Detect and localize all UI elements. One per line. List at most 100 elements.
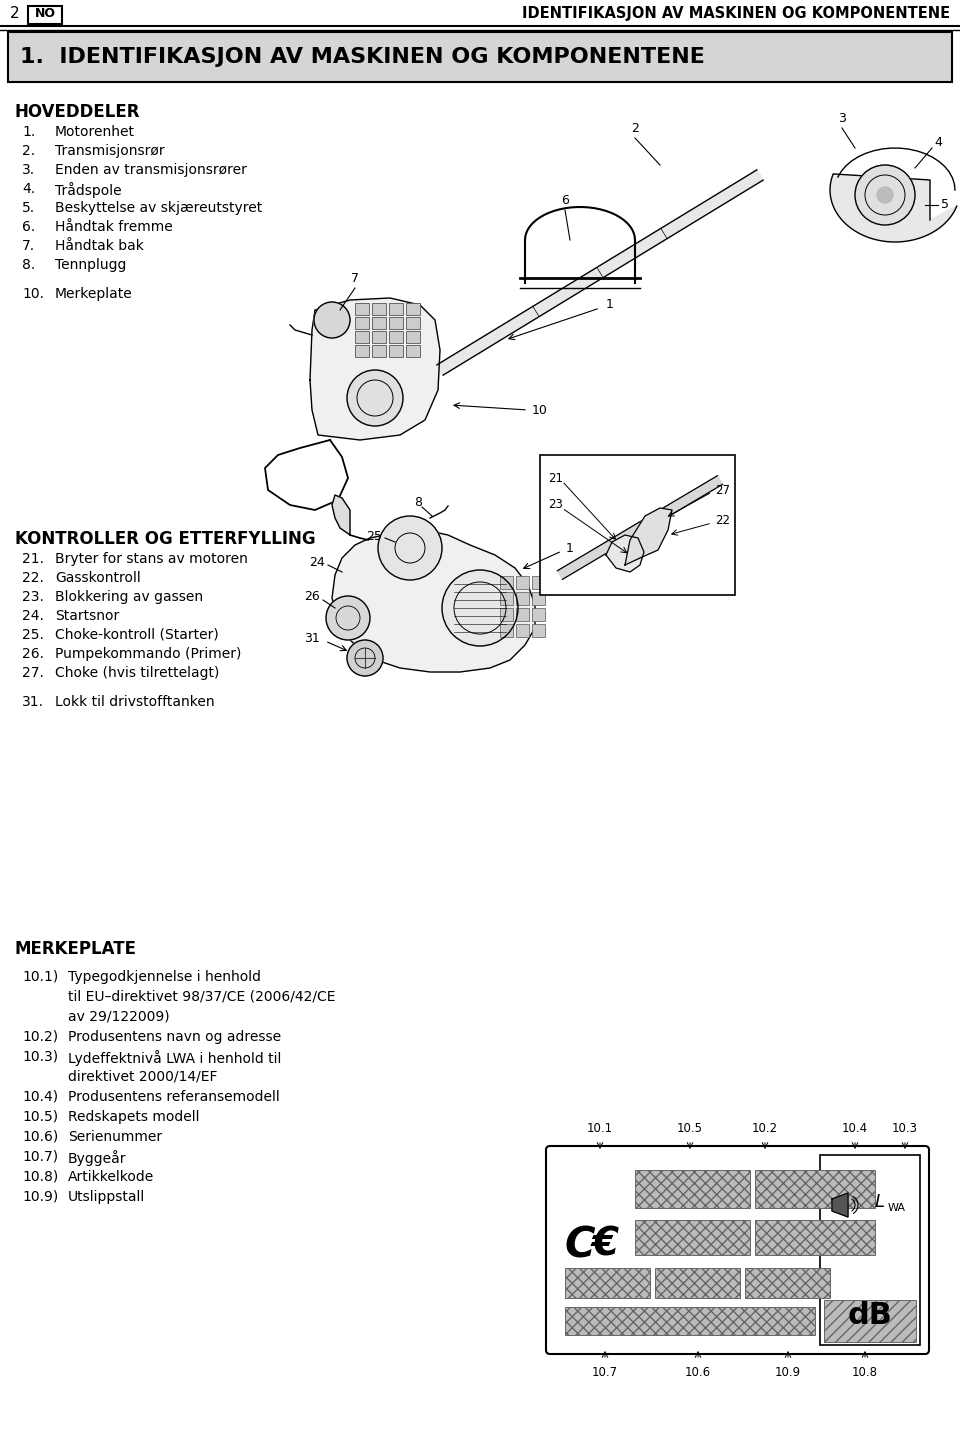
Text: 1: 1 — [566, 541, 574, 554]
Bar — [755, 1220, 875, 1256]
Text: 27.: 27. — [22, 665, 44, 680]
Text: Gasskontroll: Gasskontroll — [55, 572, 141, 585]
Text: Bryter for stans av motoren: Bryter for stans av motoren — [55, 552, 248, 566]
Text: Håndtak fremme: Håndtak fremme — [55, 220, 173, 233]
Text: Enden av transmisjonsrører: Enden av transmisjonsrører — [55, 163, 247, 177]
Text: 26.: 26. — [22, 647, 44, 661]
Text: Typegodkjennelse i henhold: Typegodkjennelse i henhold — [68, 971, 261, 984]
Bar — [500, 576, 513, 589]
Text: 3.: 3. — [22, 163, 36, 177]
FancyBboxPatch shape — [546, 1146, 929, 1354]
Bar — [824, 1300, 916, 1342]
Bar — [755, 1169, 875, 1208]
Text: 5.: 5. — [22, 202, 36, 215]
Text: HOVEDDELER: HOVEDDELER — [15, 104, 140, 121]
Text: Lydeffektnivå LWA i henhold til: Lydeffektnivå LWA i henhold til — [68, 1050, 281, 1066]
Text: L: L — [875, 1192, 885, 1211]
Bar — [372, 346, 386, 357]
Text: 10.2): 10.2) — [22, 1030, 59, 1044]
Text: 5: 5 — [941, 199, 949, 212]
Text: 2.: 2. — [22, 144, 36, 158]
Polygon shape — [832, 1192, 848, 1217]
Bar — [355, 346, 369, 357]
Polygon shape — [437, 170, 763, 376]
Bar — [355, 317, 369, 328]
Bar — [389, 346, 403, 357]
Text: 6.: 6. — [22, 220, 36, 233]
Text: 3: 3 — [838, 111, 846, 124]
Bar — [389, 302, 403, 315]
Text: direktivet 2000/14/EF: direktivet 2000/14/EF — [68, 1070, 218, 1084]
Text: til EU–direktivet 98/37/CE (2006/42/CE: til EU–direktivet 98/37/CE (2006/42/CE — [68, 991, 335, 1004]
Text: 10.9: 10.9 — [775, 1365, 801, 1378]
Text: 23.: 23. — [22, 590, 44, 603]
Text: 10: 10 — [532, 403, 548, 416]
Circle shape — [347, 639, 383, 675]
Bar — [406, 317, 420, 328]
Text: 2: 2 — [631, 121, 639, 134]
Text: av 29/122009): av 29/122009) — [68, 1009, 170, 1024]
Text: dB: dB — [848, 1300, 893, 1329]
Text: 10.1: 10.1 — [587, 1122, 613, 1135]
Bar — [500, 592, 513, 605]
Text: WA: WA — [888, 1202, 906, 1212]
Circle shape — [378, 516, 442, 580]
Polygon shape — [310, 298, 440, 441]
Text: 10.7): 10.7) — [22, 1151, 59, 1164]
Text: 7.: 7. — [22, 239, 36, 253]
Text: 8: 8 — [414, 497, 422, 510]
Text: 10.8): 10.8) — [22, 1169, 59, 1184]
Text: Tennplugg: Tennplugg — [55, 258, 127, 272]
Polygon shape — [625, 508, 672, 564]
Text: Lokk til drivstofftanken: Lokk til drivstofftanken — [55, 696, 215, 708]
Bar — [532, 608, 545, 621]
Bar — [406, 346, 420, 357]
Bar — [820, 1155, 920, 1345]
Text: 22.: 22. — [22, 572, 44, 585]
Circle shape — [877, 187, 893, 203]
Text: Choke (hvis tilrettelagt): Choke (hvis tilrettelagt) — [55, 665, 220, 680]
Bar — [389, 317, 403, 328]
Bar — [516, 592, 529, 605]
Text: Merkeplate: Merkeplate — [55, 287, 132, 301]
Bar — [406, 331, 420, 343]
Text: 25: 25 — [366, 530, 382, 543]
Text: Håndtak bak: Håndtak bak — [55, 239, 144, 253]
Text: 1: 1 — [606, 298, 614, 311]
Text: Motorenhet: Motorenhet — [55, 125, 135, 140]
Text: Produsentens referansemodell: Produsentens referansemodell — [68, 1090, 279, 1104]
Bar — [565, 1269, 650, 1297]
Text: 31: 31 — [304, 632, 320, 645]
Bar — [532, 576, 545, 589]
Text: 10.2: 10.2 — [752, 1122, 778, 1135]
Text: 10.7: 10.7 — [592, 1365, 618, 1378]
Bar — [406, 302, 420, 315]
Bar — [532, 592, 545, 605]
Text: Byggeår: Byggeår — [68, 1151, 127, 1166]
Text: Blokkering av gassen: Blokkering av gassen — [55, 590, 204, 603]
Polygon shape — [332, 495, 350, 536]
Text: 1.  IDENTIFIKASJON AV MASKINEN OG KOMPONENTENE: 1. IDENTIFIKASJON AV MASKINEN OG KOMPONE… — [20, 48, 705, 68]
Circle shape — [347, 370, 403, 426]
Bar — [516, 576, 529, 589]
Text: KONTROLLER OG ETTERFYLLING: KONTROLLER OG ETTERFYLLING — [15, 530, 316, 549]
Bar — [500, 624, 513, 636]
Bar — [372, 317, 386, 328]
Bar — [355, 331, 369, 343]
Text: 21.: 21. — [22, 552, 44, 566]
Bar — [635, 1169, 750, 1208]
Text: 10.4): 10.4) — [22, 1090, 59, 1104]
Polygon shape — [606, 536, 644, 572]
Text: 31.: 31. — [22, 696, 44, 708]
Text: 10.6: 10.6 — [684, 1365, 711, 1378]
Text: 8.: 8. — [22, 258, 36, 272]
Text: 10.8: 10.8 — [852, 1365, 878, 1378]
Circle shape — [326, 596, 370, 639]
Text: 2: 2 — [10, 6, 19, 22]
Text: C: C — [565, 1224, 595, 1266]
Text: Redskapets modell: Redskapets modell — [68, 1110, 200, 1125]
Circle shape — [855, 166, 915, 225]
Text: 23: 23 — [548, 498, 563, 511]
Text: 27: 27 — [715, 484, 730, 497]
Text: 10.6): 10.6) — [22, 1130, 59, 1143]
